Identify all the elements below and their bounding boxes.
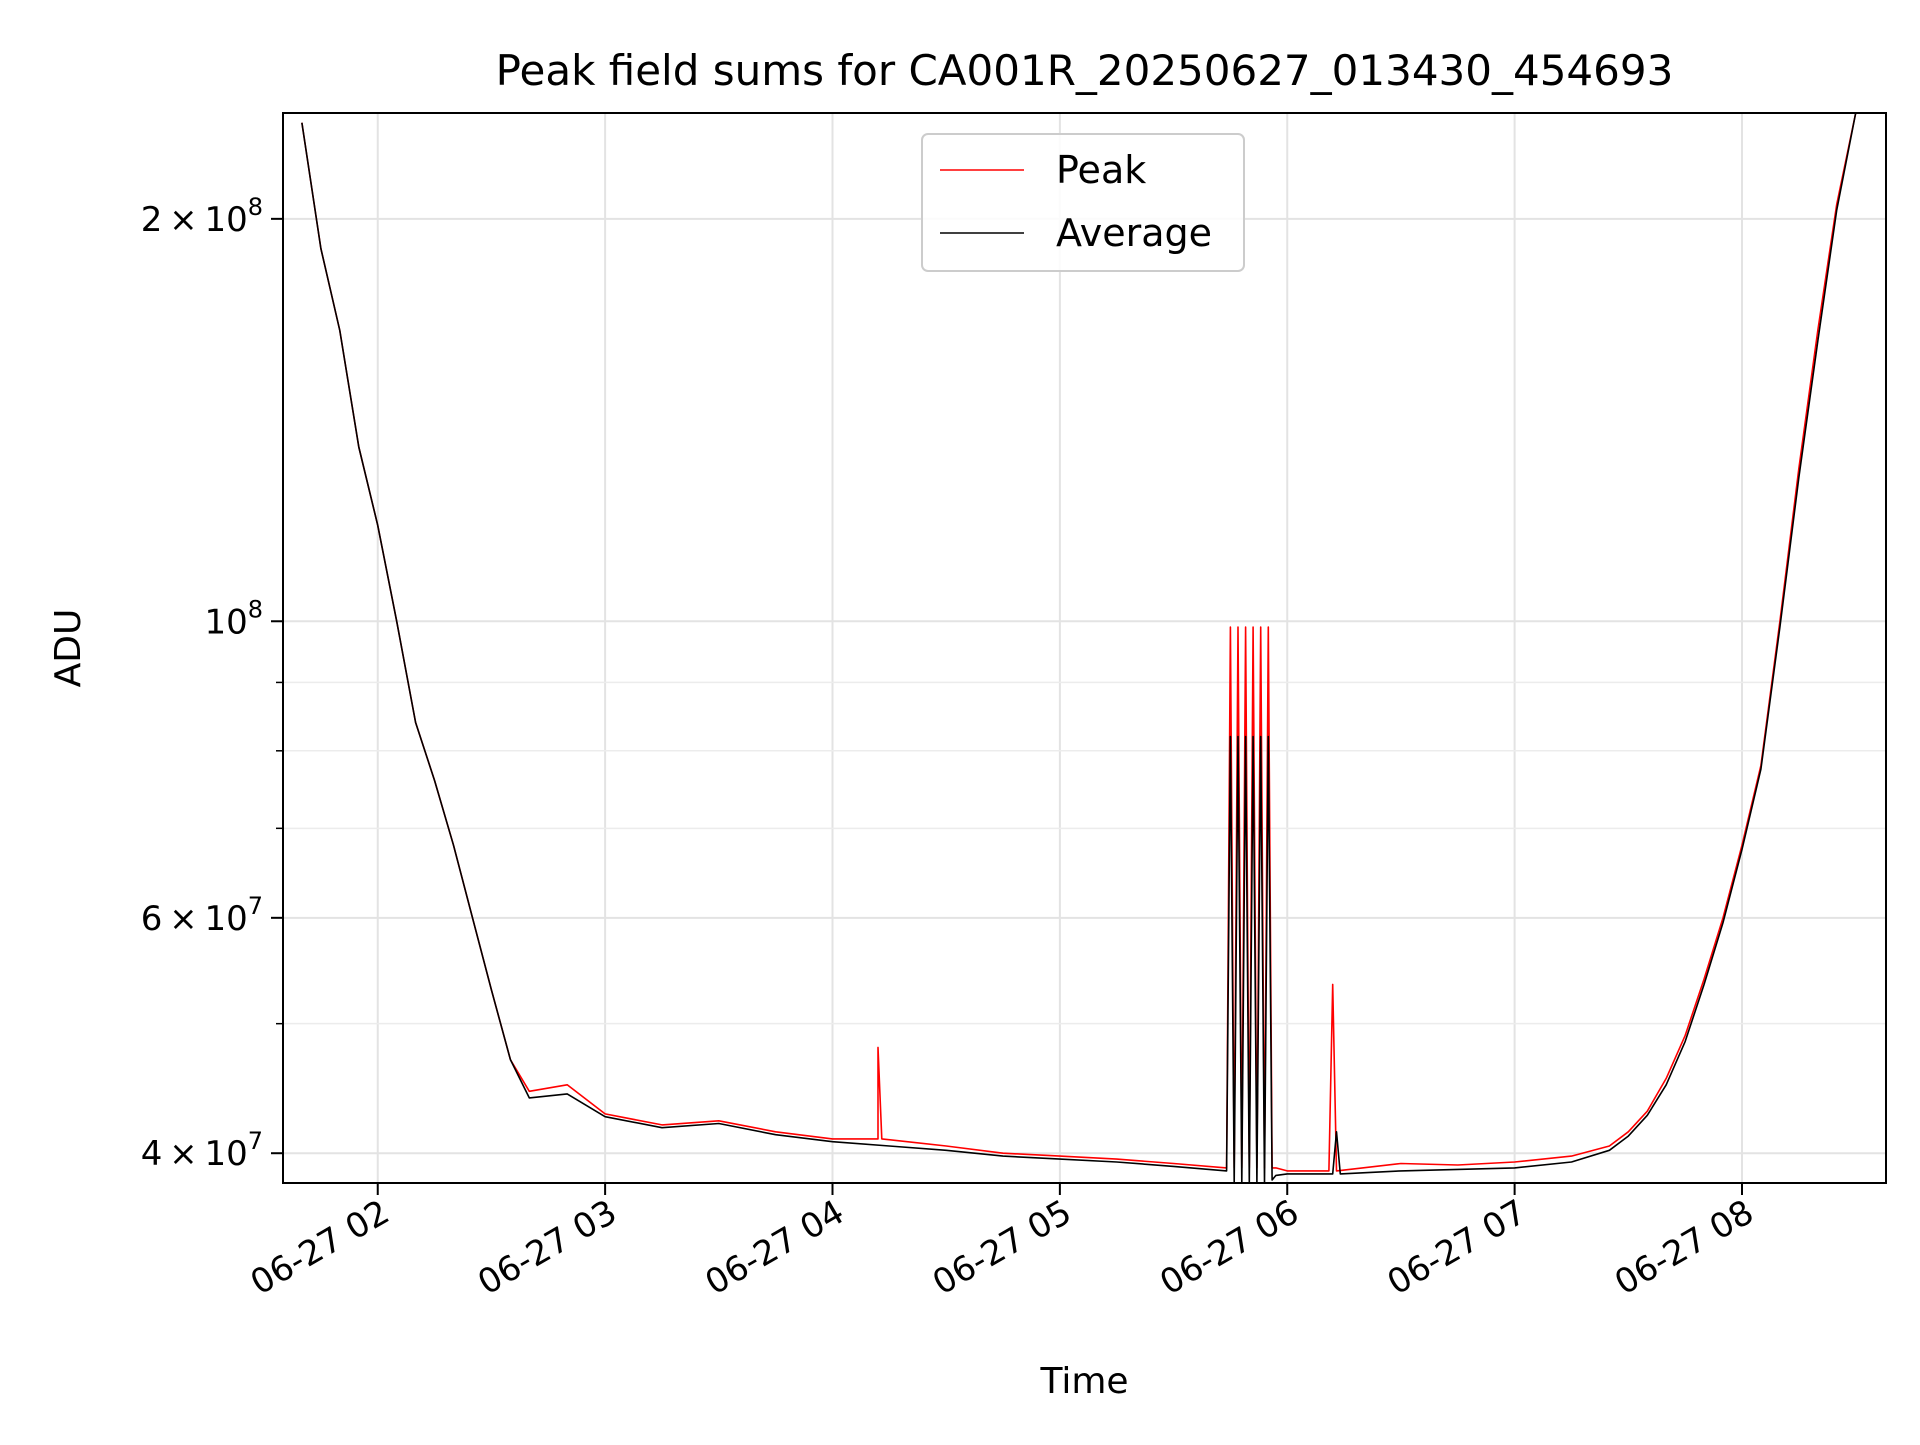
legend: Peak Average [921, 133, 1245, 272]
y-axis-label: ADU [48, 609, 89, 688]
plot-area-frame [282, 112, 1887, 1184]
series-layer [301, 113, 1857, 1183]
legend-label-average: Average [1056, 211, 1212, 255]
y-tick-label: 108 [204, 595, 263, 642]
y-axis: 2 × 108 108 6 × 107 4 × 107 [141, 193, 283, 1174]
y-tick-label: 2 × 108 [141, 193, 263, 240]
legend-box [921, 133, 1245, 272]
series-line-average [301, 113, 1857, 1183]
y-tick-label: 4 × 107 [141, 1127, 263, 1174]
legend-label-peak: Peak [1056, 148, 1146, 192]
y-tick-label: 6 × 107 [141, 892, 263, 939]
grid-lines [283, 113, 1886, 1183]
x-axis-label: Time [1039, 1361, 1128, 1402]
chart-title: Peak field sums for CA001R_20250627_0134… [496, 46, 1674, 95]
